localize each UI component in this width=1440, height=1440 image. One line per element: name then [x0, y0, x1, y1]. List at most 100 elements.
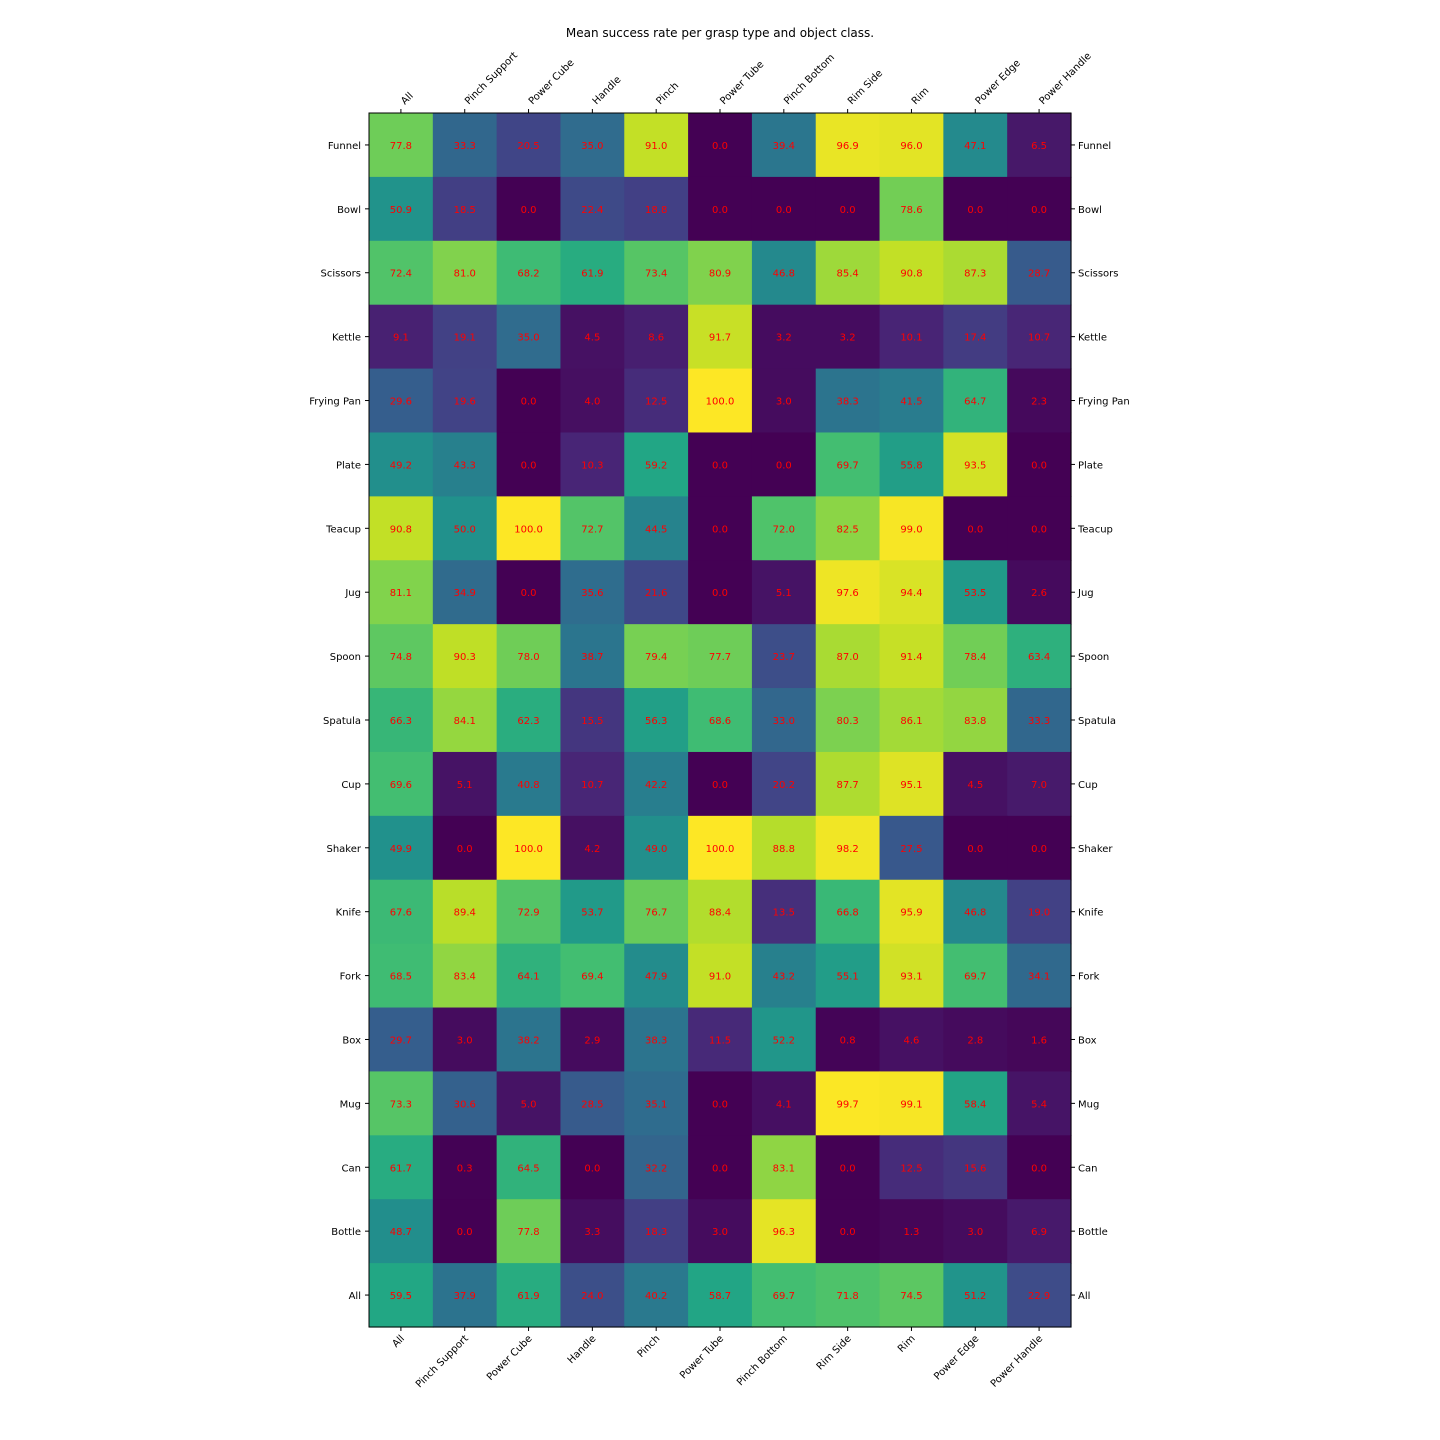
cell-value-label: 96.3	[773, 1227, 795, 1238]
heatmap-cell	[1007, 113, 1072, 178]
chart-title: Mean success rate per grasp type and obj…	[565, 26, 875, 40]
heatmap-cell	[369, 432, 434, 497]
cell-value-label: 29.7	[390, 1035, 412, 1046]
heatmap-cell	[943, 304, 1008, 370]
cell-value-label: 71.8	[837, 1291, 859, 1302]
heatmap-cell	[624, 751, 689, 817]
cell-value-label: 74.8	[390, 652, 412, 663]
heatmap-cell	[1007, 1007, 1072, 1073]
heatmap-cell	[496, 815, 562, 881]
cell-value-label: 72.9	[517, 908, 539, 919]
cell-value-label: 12.5	[900, 1163, 922, 1174]
heatmap-cell	[688, 113, 753, 178]
cell-value-label: 80.9	[709, 269, 731, 280]
cell-value-label: 27.5	[900, 844, 922, 855]
heatmap-cell	[560, 1007, 625, 1073]
cell-value-label: 38.2	[517, 1035, 539, 1046]
cell-value-label: 34.9	[454, 588, 476, 599]
cell-value-label: 95.9	[900, 908, 922, 919]
heatmap-cell	[432, 240, 498, 306]
column-label-top: Rim	[910, 86, 932, 108]
cell-value-label: 100.0	[706, 397, 735, 408]
cell-value-label: 0.3	[457, 1163, 473, 1174]
cell-value-label: 59.2	[645, 460, 667, 471]
heatmap-cell	[751, 176, 817, 242]
cell-value-label: 2.3	[1031, 397, 1047, 408]
heatmap-cell	[688, 1199, 753, 1264]
cell-value-label: 38.7	[581, 652, 603, 663]
heatmap-cell	[943, 688, 1008, 753]
cell-value-label: 43.3	[454, 460, 476, 471]
cell-value-label: 35.6	[581, 588, 603, 599]
row-label-left: Spoon	[330, 652, 361, 663]
heatmap-cell	[1007, 1135, 1072, 1200]
heatmap-cell	[369, 751, 434, 817]
cell-value-label: 0.0	[521, 588, 537, 599]
cell-value-label: 35.1	[645, 1099, 667, 1110]
heatmap-cell	[688, 1071, 753, 1136]
heatmap-cell	[879, 560, 944, 625]
cell-value-label: 9.1	[393, 333, 409, 344]
row-label-right: Bowl	[1078, 205, 1102, 216]
heatmap-cell	[624, 1007, 689, 1073]
cell-value-label: 30.6	[454, 1099, 476, 1110]
row-label-left: Jug	[344, 588, 361, 599]
heatmap-cell	[688, 176, 753, 242]
cell-value-label: 0.0	[1031, 205, 1047, 216]
cell-value-label: 0.0	[712, 205, 728, 216]
heatmap-cell	[560, 624, 625, 689]
heatmap-cell	[943, 879, 1008, 945]
heatmap-cell	[560, 1135, 625, 1200]
cell-value-label: 58.4	[964, 1099, 986, 1110]
cell-value-label: 28.5	[581, 1099, 603, 1110]
heatmap-cell	[879, 240, 944, 306]
cell-value-label: 83.8	[964, 716, 986, 727]
heatmap-cell	[369, 176, 434, 242]
heatmap-cell	[688, 496, 753, 561]
cell-value-label: 0.0	[1031, 524, 1047, 535]
cell-value-label: 49.2	[390, 460, 412, 471]
column-label-top: Pinch	[655, 80, 682, 107]
heatmap-cell	[369, 496, 434, 561]
heatmap-cell	[688, 1135, 753, 1200]
heatmap-cell	[943, 1071, 1008, 1136]
heatmap-cell	[751, 304, 817, 370]
heatmap-cell	[496, 688, 562, 753]
row-label-right: Cup	[1078, 780, 1098, 791]
heatmap-cell	[432, 560, 498, 625]
cell-value-label: 11.5	[709, 1035, 731, 1046]
cell-value-label: 81.0	[454, 269, 476, 280]
cell-value-label: 15.6	[964, 1163, 986, 1174]
cell-value-label: 90.3	[454, 652, 476, 663]
cell-value-label: 61.9	[581, 269, 603, 280]
cell-value-label: 0.0	[712, 1163, 728, 1174]
cell-value-label: 22.4	[581, 205, 603, 216]
heatmap-cell	[815, 240, 881, 306]
heatmap-cell	[943, 751, 1008, 817]
row-label-left: Funnel	[328, 141, 361, 152]
heatmap-cell	[1007, 1263, 1072, 1328]
cell-value-label: 35.0	[581, 141, 603, 152]
heatmap-cell	[943, 432, 1008, 497]
heatmap-cell	[624, 113, 689, 178]
heatmap-cell	[688, 368, 753, 434]
heatmap-cell	[496, 496, 562, 561]
heatmap-cell	[751, 751, 817, 817]
heatmap-cell	[688, 879, 753, 945]
heatmap-cell	[496, 1135, 562, 1200]
cell-value-label: 88.8	[773, 844, 795, 855]
heatmap-cell	[496, 879, 562, 945]
heatmap-cell	[624, 240, 689, 306]
cell-value-label: 84.1	[454, 716, 476, 727]
heatmap-cell	[1007, 560, 1072, 625]
heatmap-cell	[751, 432, 817, 497]
heatmap-cell	[369, 304, 434, 370]
heatmap-cell	[624, 496, 689, 561]
heatmap-cell	[369, 879, 434, 945]
heatmap-cell	[560, 176, 625, 242]
heatmap-cell	[815, 1263, 881, 1328]
cell-value-label: 10.7	[581, 780, 603, 791]
heatmap-cell	[560, 1199, 625, 1264]
heatmap-cell	[815, 751, 881, 817]
row-label-right: Can	[1078, 1163, 1097, 1174]
